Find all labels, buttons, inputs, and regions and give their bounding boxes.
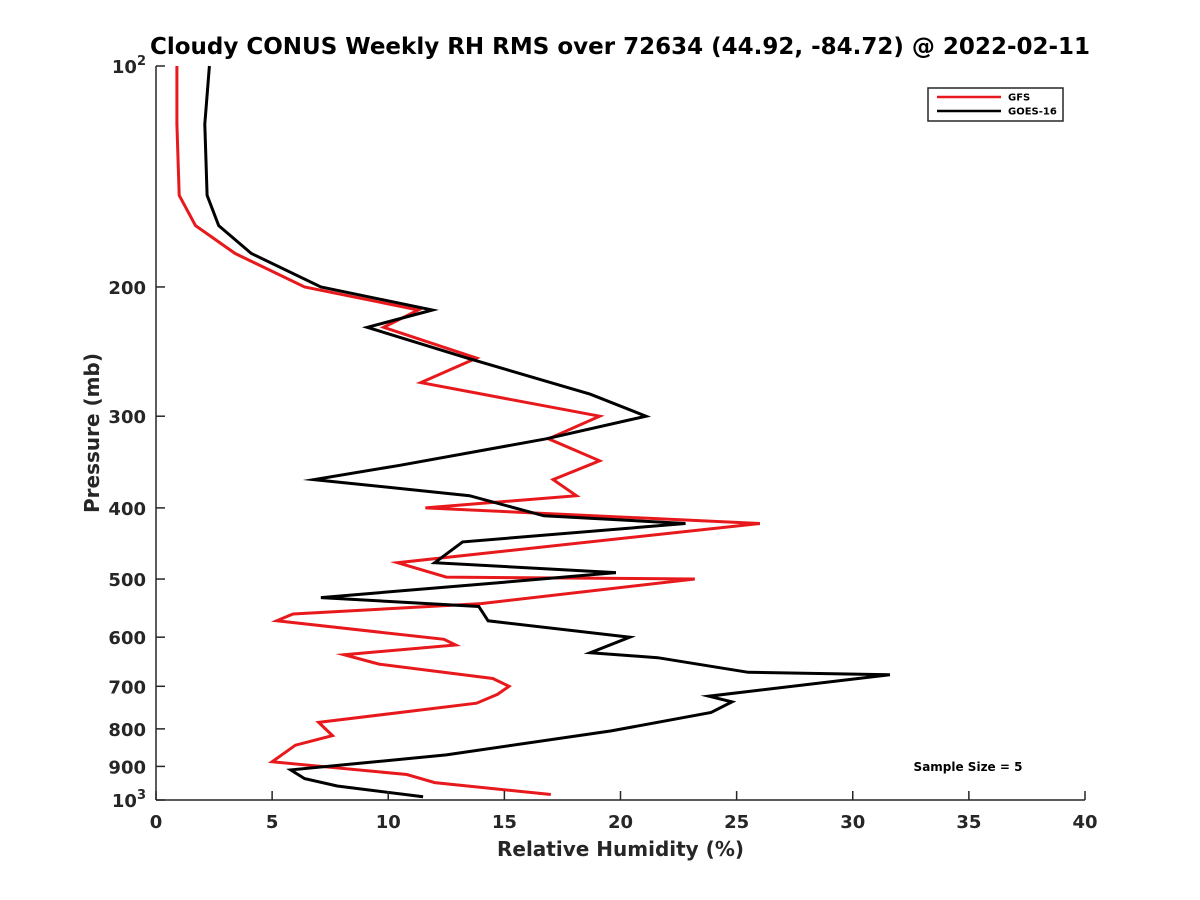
legend-box [927,87,1064,122]
x-axis-label: Relative Humidity (%) [497,837,744,861]
y-tick-label: 700 [108,677,146,698]
y-tick-label: 102 [112,54,146,78]
chart-title: Cloudy CONUS Weekly RH RMS over 72634 (4… [150,34,1090,60]
legend-label: GFS [1008,93,1030,104]
y-tick-label: 103 [112,788,146,812]
y-tick-label: 800 [108,720,146,741]
x-tick-label: 10 [376,812,401,833]
y-axis-label: Pressure (mb) [80,353,104,513]
sample-size-annotation: Sample Size = 5 [914,760,1023,774]
y-tick-label: 300 [108,407,146,428]
y-tick-label: 500 [108,570,146,591]
series-line-gfs [175,66,761,796]
legend-label: GOES-16 [1008,107,1057,118]
x-tick-label: 0 [150,812,163,833]
series-layer [175,65,891,799]
y-tick-label: 400 [108,499,146,520]
plot-box [156,66,1085,800]
x-tick-label: 35 [956,812,981,833]
y-tick-label: 600 [108,628,146,649]
y-ticks: 102 200 300 400 500 600 700 800 900 103 [108,54,165,812]
y-tick-label: 200 [108,278,146,299]
y-tick-label: 900 [108,757,146,778]
legend: GFS GOES-16 [927,87,1064,122]
x-tick-label: 30 [840,812,865,833]
x-tick-label: 20 [608,812,633,833]
x-tick-label: 25 [724,812,749,833]
x-ticks: 0 5 10 15 20 25 30 35 40 [150,791,1098,833]
x-tick-label: 5 [266,812,279,833]
series-line-goes-16 [203,65,891,799]
x-tick-label: 40 [1072,812,1097,833]
x-tick-label: 15 [492,812,517,833]
